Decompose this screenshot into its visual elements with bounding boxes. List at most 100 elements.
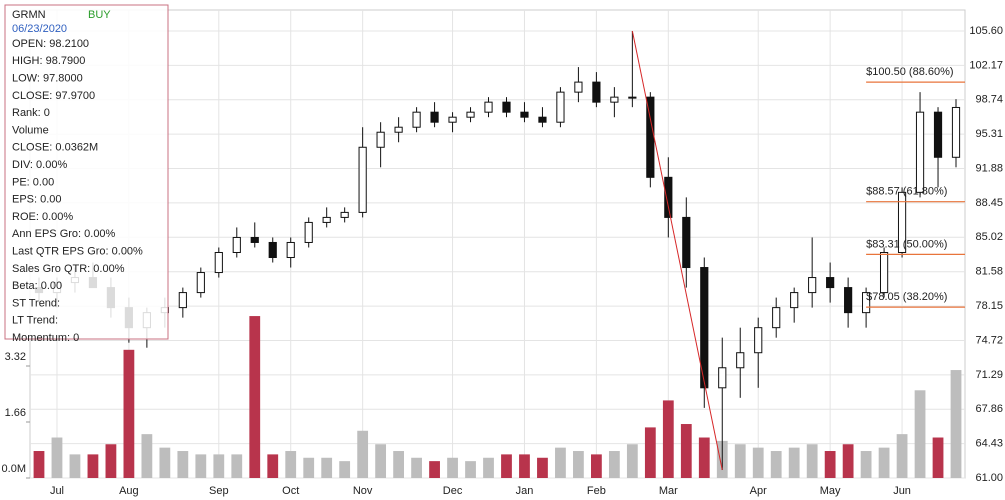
volume-bar xyxy=(752,447,764,478)
y-tick-label: 102.17 xyxy=(969,59,1003,71)
candle-body xyxy=(250,236,259,243)
candle-body xyxy=(502,101,511,113)
volume-bar xyxy=(950,370,962,478)
info-line: PE: 0.00 xyxy=(12,176,54,188)
candle-body xyxy=(358,146,367,213)
volume-bar xyxy=(824,451,836,478)
candle-body xyxy=(808,277,817,294)
volume-bar xyxy=(591,454,602,478)
x-tick-label: Feb xyxy=(587,485,606,497)
candle-body xyxy=(448,116,457,123)
info-line: EPS: 0.00 xyxy=(12,194,62,206)
candle-body xyxy=(538,116,547,123)
y-tick-label: 98.74 xyxy=(975,94,1003,106)
candle-body xyxy=(897,191,907,253)
volume-bar xyxy=(249,316,261,478)
candle-body xyxy=(178,292,187,309)
overlays: $100.50 (88.60%) $88.57 (61.80%) $83.31 (5… xyxy=(631,30,965,471)
candle-body xyxy=(196,272,205,294)
candle-body xyxy=(466,111,475,118)
volume-bar xyxy=(339,461,351,478)
volume-bar xyxy=(213,454,225,478)
candle-body xyxy=(322,216,331,223)
info-line: ROE: 0.00% xyxy=(12,211,73,223)
y-tick-label: 88.45 xyxy=(975,197,1003,209)
info-line: Momentum: 0 xyxy=(12,332,79,344)
x-tick-label: Dec xyxy=(443,485,463,497)
candle-body xyxy=(376,131,385,148)
candle-body xyxy=(232,236,241,253)
candle-body xyxy=(610,96,619,103)
y-tick-label: 74.72 xyxy=(975,334,1003,346)
candle-body xyxy=(772,307,781,329)
candle-body xyxy=(268,241,277,259)
candle-body xyxy=(700,267,709,389)
info-line: DIV: 0.00% xyxy=(12,159,67,171)
volume-tick-label: 3.32 xyxy=(5,351,26,363)
plot-area xyxy=(29,9,966,479)
candle-body xyxy=(879,251,889,294)
info-panel: GRMN BUY 06/23/2020 OPEN: 98.2100 HIGH: 9… xyxy=(4,4,169,344)
candle-body xyxy=(718,367,727,389)
y-tick-label: 85.02 xyxy=(975,231,1003,243)
x-tick-label: Aug xyxy=(119,485,139,497)
volume-bar xyxy=(51,437,63,478)
y-tick-label: 81.58 xyxy=(975,266,1003,278)
candle-body xyxy=(214,251,223,274)
y-tick-label: 64.43 xyxy=(975,438,1003,450)
y-tick-label: 61.00 xyxy=(975,472,1003,484)
info-line: CLOSE: 97.9700 xyxy=(12,90,95,102)
candle-body xyxy=(592,81,601,103)
symbol: GRMN xyxy=(12,9,46,21)
volume-bar xyxy=(573,451,584,478)
volume-bar xyxy=(537,457,548,478)
y-tick-label: 78.15 xyxy=(975,300,1003,312)
candle-body xyxy=(754,327,763,354)
info-line: ST Trend: xyxy=(12,297,60,309)
volume-bar xyxy=(860,451,872,478)
x-tick-label: Jun xyxy=(893,485,911,497)
volume-bar xyxy=(231,454,243,478)
info-line: Volume xyxy=(12,124,49,136)
level-label: $100.50 (88.60%) xyxy=(866,66,953,78)
x-tick-label: Apr xyxy=(750,485,767,497)
info-line: HIGH: 98.7900 xyxy=(12,55,85,67)
x-tick-label: Oct xyxy=(282,485,299,497)
info-line: LT Trend: xyxy=(12,315,58,327)
candle-body xyxy=(682,216,691,269)
volume-bar xyxy=(195,454,207,478)
info-line: LOW: 97.8000 xyxy=(12,73,83,85)
candle-body xyxy=(430,111,439,123)
y-tick-label: 95.31 xyxy=(975,128,1003,140)
candle-body xyxy=(790,292,799,309)
signal: BUY xyxy=(88,9,111,21)
volume-bar xyxy=(519,454,530,478)
candle-body xyxy=(664,176,673,218)
volume-bar xyxy=(626,444,638,478)
info-line: Sales Gro QTR: 0.00% xyxy=(12,263,125,275)
candle-body xyxy=(520,111,529,118)
candle-body xyxy=(394,126,403,133)
volume-bar xyxy=(788,447,800,478)
volume-bar xyxy=(698,437,710,478)
candle-body xyxy=(844,287,853,314)
volume-bar xyxy=(662,400,674,478)
candle-body xyxy=(574,81,583,93)
trendline xyxy=(631,30,723,471)
volume-bar xyxy=(393,451,404,478)
volume-bar xyxy=(896,434,908,478)
volume-bar xyxy=(357,430,369,478)
volume-bar xyxy=(159,447,171,478)
volume-bar xyxy=(842,444,854,478)
volume-bar xyxy=(501,454,512,478)
date: 06/23/2020 xyxy=(12,23,67,35)
volume-bar xyxy=(465,461,476,478)
volume-bar xyxy=(429,461,440,478)
x-tick-label: Nov xyxy=(353,485,373,497)
x-tick-label: Mar xyxy=(659,485,678,497)
candle-body xyxy=(556,91,565,123)
volume-bar xyxy=(914,390,926,478)
volume-bar xyxy=(375,444,387,478)
volume-bar xyxy=(285,451,297,478)
